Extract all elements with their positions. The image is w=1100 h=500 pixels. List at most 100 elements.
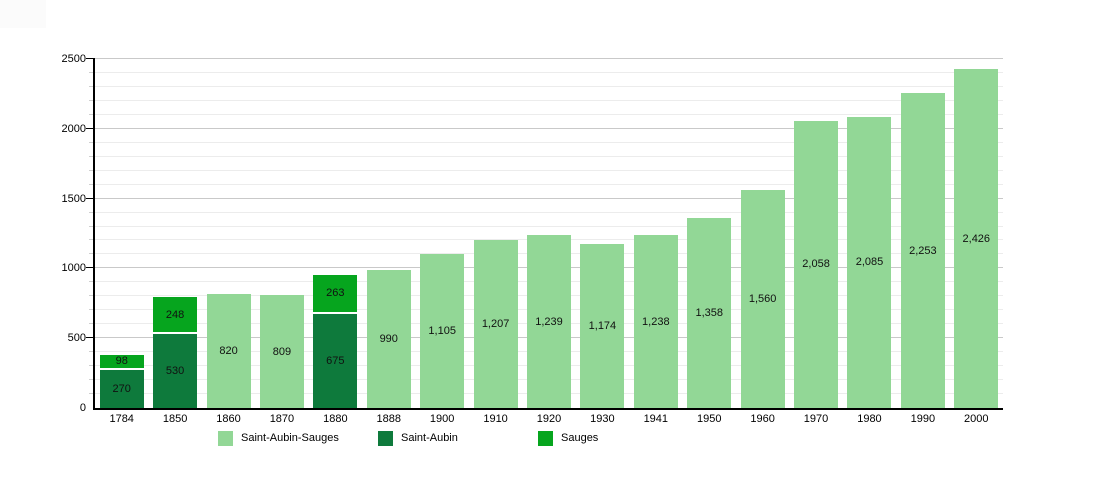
y-axis-label-1000: 1000 — [61, 262, 86, 275]
bar-value-label: 2,058 — [802, 258, 830, 271]
x-axis-label-1920: 1920 — [536, 413, 562, 425]
bar-segment-1950-saint-aubin-sauges: 1,358 — [687, 218, 732, 408]
bar-segment-1990-saint-aubin-sauges: 2,253 — [900, 93, 945, 408]
legend-swatch-icon — [218, 431, 233, 446]
bar-1910: 1,207 — [473, 239, 518, 408]
y-axis-label-500: 500 — [67, 332, 86, 345]
bar-value-label: 2,426 — [962, 232, 991, 245]
gridline-minor-2300 — [95, 85, 1003, 87]
y-tick-minor-200 — [89, 379, 95, 381]
bar-value-label: 98 — [115, 355, 128, 368]
y-tick-minor-1600 — [89, 183, 95, 185]
y-tick-minor-100 — [89, 393, 95, 395]
bar-value-label: 1,207 — [481, 317, 510, 330]
y-tick-minor-700 — [89, 309, 95, 311]
bar-value-label: 270 — [112, 383, 131, 396]
bar-2000: 2,426 — [954, 69, 999, 408]
bar-segment-1870-saint-aubin-sauges: 809 — [259, 295, 304, 408]
bar-1970: 2,058 — [794, 120, 839, 408]
bar-value-label: 248 — [165, 308, 185, 321]
gridline-major-1500 — [95, 197, 1003, 199]
x-axis-label-1960: 1960 — [750, 413, 775, 425]
bar-1860: 820 — [206, 293, 251, 408]
bar-value-label: 820 — [219, 344, 238, 357]
bar-1980: 2,085 — [847, 116, 892, 408]
legend-label: Sauges — [561, 432, 599, 444]
bar-1870: 809 — [259, 295, 304, 408]
x-axis-label-1784: 1784 — [109, 413, 134, 425]
bar-1960: 1,560 — [740, 190, 785, 408]
x-axis-label-1980: 1980 — [857, 413, 882, 425]
bar-segment-1860-saint-aubin-sauges: 820 — [206, 293, 251, 408]
bar-value-label: 1,358 — [695, 307, 723, 320]
y-tick-minor-1900 — [89, 141, 95, 143]
y-tick-minor-400 — [89, 351, 95, 353]
gridline-minor-1300 — [95, 225, 1003, 227]
y-tick-minor-1700 — [89, 169, 95, 171]
bar-1990: 2,253 — [900, 93, 945, 408]
x-axis-label-2000: 2000 — [964, 413, 989, 425]
x-axis-label-1941: 1941 — [643, 413, 669, 425]
y-tick-major-1500 — [86, 197, 95, 199]
bar-1941: 1,238 — [633, 235, 678, 408]
legend-label: Saint-Aubin — [401, 432, 458, 444]
bar-segment-1930-saint-aubin-sauges: 1,174 — [580, 244, 625, 408]
bar-value-label: 2,085 — [855, 256, 884, 269]
bar-segment-1850-saint-aubin: 530 — [153, 334, 198, 408]
x-axis-label-1990: 1990 — [910, 413, 936, 425]
gridline-minor-1600 — [95, 183, 1003, 185]
gridline-major-2000 — [95, 127, 1003, 129]
bar-segment-1941-saint-aubin-sauges: 1,238 — [633, 235, 678, 408]
bar-value-label: 263 — [326, 287, 345, 300]
bar-segment-1980-saint-aubin-sauges: 2,085 — [847, 116, 892, 408]
gridline-major-2500 — [95, 58, 1003, 59]
y-tick-minor-1200 — [89, 239, 95, 241]
y-tick-minor-2100 — [89, 113, 95, 115]
bar-1784: 270 98 — [99, 354, 144, 408]
bar-value-label: 2,253 — [909, 244, 937, 257]
bar-segment-1850-sauges: 248 — [153, 297, 198, 335]
y-tick-minor-300 — [89, 365, 95, 367]
bar-value-label: 1,560 — [748, 293, 777, 306]
y-tick-minor-1300 — [89, 225, 95, 227]
gridline-minor-2100 — [95, 113, 1003, 115]
bar-segment-1960-saint-aubin-sauges: 1,560 — [740, 190, 785, 408]
x-axis-label-1930: 1930 — [590, 413, 615, 425]
bar-value-label: 1,174 — [588, 320, 617, 333]
bar-value-label: 990 — [379, 332, 398, 345]
y-tick-minor-2400 — [89, 71, 95, 73]
bar-value-label: 1,105 — [428, 324, 456, 337]
gridline-minor-1400 — [95, 211, 1003, 213]
x-axis-label-1950: 1950 — [696, 413, 722, 425]
bar-1850: 530 248 — [153, 297, 198, 408]
y-tick-major-2000 — [86, 127, 95, 129]
legend-item-saint-aubin: Saint-Aubin — [378, 430, 458, 447]
bar-value-label: 1,238 — [642, 315, 670, 328]
bar-segment-1784-sauges: 98 — [99, 354, 144, 371]
bar-segment-1920-saint-aubin-sauges: 1,239 — [527, 235, 571, 408]
bar-segment-1880-saint-aubin: 675 — [313, 313, 358, 408]
x-axis-label-1900: 1900 — [429, 413, 455, 425]
y-tick-minor-800 — [89, 295, 95, 297]
gridline-minor-1800 — [95, 155, 1003, 157]
bar-1888: 990 — [366, 269, 411, 408]
legend-item-sauges: Sauges — [538, 430, 598, 447]
y-tick-major-500 — [86, 337, 95, 339]
legend-label: Saint-Aubin-Sauges — [241, 432, 339, 444]
x-axis-label-1850: 1850 — [162, 413, 188, 425]
bar-value-label: 530 — [165, 365, 185, 377]
bar-segment-1888-saint-aubin-sauges: 990 — [366, 269, 411, 408]
x-axis-label-1860: 1860 — [216, 413, 241, 425]
gridline-minor-2200 — [95, 99, 1003, 101]
y-tick-minor-2300 — [89, 85, 95, 87]
y-tick-minor-1100 — [89, 253, 95, 255]
x-axis-label-1870: 1870 — [269, 413, 295, 425]
y-axis-label-2000: 2000 — [61, 122, 86, 135]
bar-segment-1900-saint-aubin-sauges: 1,105 — [420, 253, 465, 408]
legend-swatch-icon — [538, 431, 553, 446]
x-axis-label-1970: 1970 — [803, 413, 829, 425]
y-tick-minor-600 — [89, 323, 95, 325]
bar-segment-1784-saint-aubin: 270 — [99, 370, 144, 408]
bar-value-label: 809 — [272, 345, 292, 358]
